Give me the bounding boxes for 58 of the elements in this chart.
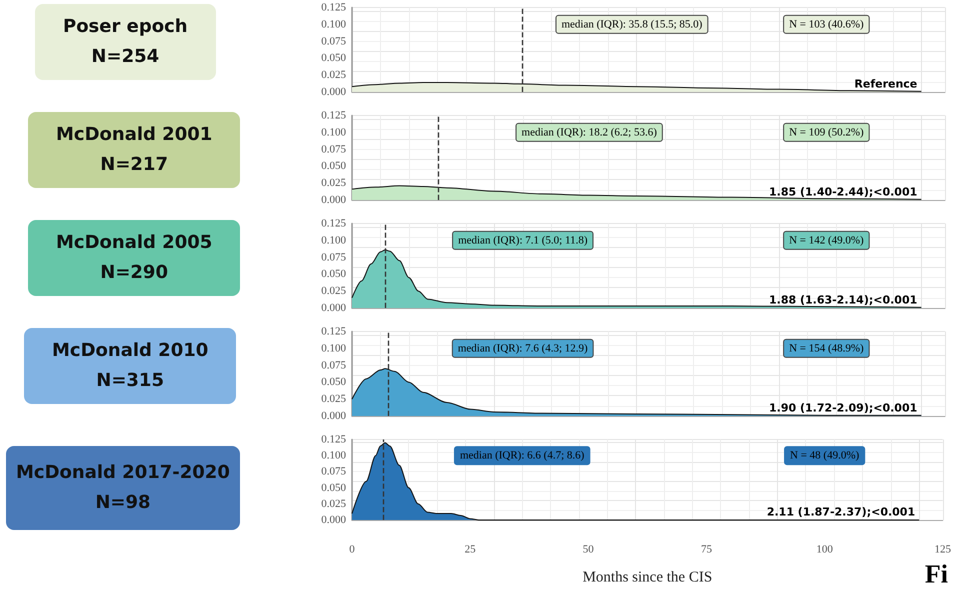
annotation: median (IQR): 7.1 (5.0; 11.8) [458,234,588,246]
y-tick-label: 0.025 [321,498,346,510]
x-tick-label: 100 [816,544,834,556]
y-tick-label: 0.100 [321,342,346,354]
y-tick-label: 0.025 [321,393,346,406]
y-tick-label: 0.000 [321,194,346,206]
x-tick-label: 50 [582,544,594,556]
annotation: median (IQR): 18.2 (6.2; 53.6) [522,126,658,138]
y-axis-title: McDonald 2017-2020 N=98 [6,446,240,530]
y-tick-label: 0.050 [321,160,346,172]
x-tick-label: 25 [464,544,476,556]
y-axis-title: Poser epoch N=254 [35,4,216,80]
annotation: 1.90 (1.72-2.09);<0.001 [769,401,918,414]
y-axis-title: McDonald 2005 N=290 [28,220,240,296]
y-tick-label: 0.125 [321,110,346,122]
y-axis-title: McDonald 2010 N=315 [24,328,236,404]
y-tick-label: 0.025 [321,69,346,82]
x-tick-label: 125 [934,544,952,556]
y-tick-label: 0.100 [321,450,346,462]
x-tick-label: 75 [700,544,712,556]
y-tick-label: 0.000 [321,302,346,314]
y-tick-label: 0.050 [321,52,346,64]
y-tick-label: 0.100 [321,18,346,30]
annotation: N = 154 (48.9%) [789,342,864,354]
y-tick-label: 0.125 [321,326,346,338]
annotation: 2.11 (1.87-2.37);<0.001 [766,505,916,518]
y-tick-label: 0.125 [321,434,346,446]
annotation: N = 142 (49.0%) [789,234,864,246]
x-tick-label: 0 [349,544,356,556]
annotation: median (IQR): 7.6 (4.3; 12.9) [458,342,588,354]
y-tick-label: 0.100 [321,234,346,246]
y-tick-label: 0.075 [321,35,346,48]
annotation: N = 109 (50.2%) [789,126,864,138]
y-tick-label: 0.000 [321,410,346,422]
annotation: N = 103 (40.6%) [789,18,864,30]
y-tick-label: 0.025 [321,285,346,298]
y-axis-title: McDonald 2001 N=217 [28,112,240,188]
y-tick-label: 0.075 [321,359,346,372]
y-tick-label: 0.025 [321,177,346,190]
text: Fi [924,560,948,588]
y-tick-label: 0.075 [321,251,346,264]
annotation: N = 48 (49.0%) [790,450,860,462]
y-tick-label: 0.075 [321,466,346,478]
y-tick-label: 0.050 [321,376,346,388]
y-tick-label: 0.050 [321,268,346,280]
annotation: 1.88 (1.63-2.14);<0.001 [769,293,918,306]
y-tick-label: 0.000 [321,514,346,526]
annotation: Reference [854,77,918,90]
y-tick-label: 0.000 [321,86,346,98]
y-tick-label: 0.125 [321,218,346,230]
x-axis-title: Months since the CIS [582,570,712,586]
y-tick-label: 0.075 [321,143,346,156]
y-tick-label: 0.125 [321,2,346,14]
y-tick-label: 0.050 [321,482,346,494]
annotation: median (IQR): 35.8 (15.5; 85.0) [561,18,703,30]
annotation: 1.85 (1.40-2.44);<0.001 [769,185,918,198]
y-tick-label: 0.100 [321,126,346,138]
annotation: median (IQR): 6.6 (4.7; 8.6) [460,450,585,462]
